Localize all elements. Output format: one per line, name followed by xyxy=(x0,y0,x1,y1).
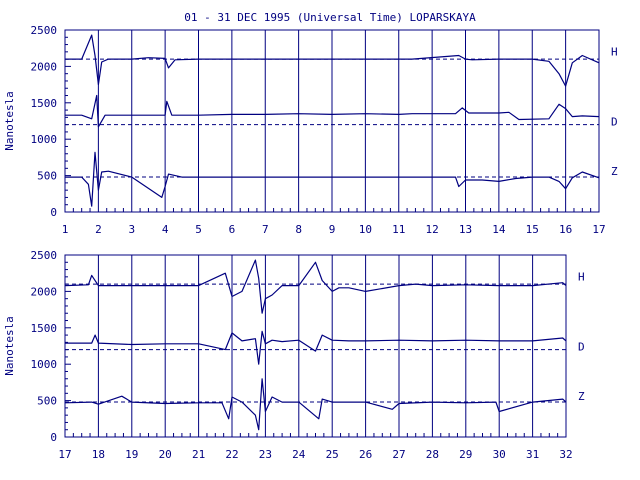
x-tick-label: 17 xyxy=(592,223,605,236)
x-tick-label: 27 xyxy=(392,448,405,461)
x-tick-label: 14 xyxy=(492,223,506,236)
y-tick-label: 500 xyxy=(37,395,57,408)
y-tick-label: 2500 xyxy=(31,24,58,37)
y-axis-label: Nanotesla xyxy=(3,316,16,376)
series-line-h xyxy=(64,259,567,314)
y-tick-label: 2000 xyxy=(31,285,58,298)
series-line-h xyxy=(65,34,600,87)
y-tick-label: 0 xyxy=(50,431,57,444)
y-tick-label: 1000 xyxy=(31,133,58,146)
x-tick-label: 28 xyxy=(426,448,439,461)
x-tick-label: 2 xyxy=(95,223,102,236)
x-tick-label: 6 xyxy=(229,223,236,236)
y-axis-label: Nanotesla xyxy=(3,91,16,151)
x-tick-label: 29 xyxy=(459,448,472,461)
y-tick-label: 500 xyxy=(37,170,57,183)
component-label-z: Z xyxy=(578,390,585,403)
series-line-d xyxy=(65,94,600,128)
x-tick-label: 9 xyxy=(329,223,336,236)
y-tick-label: 2500 xyxy=(31,249,58,262)
series-line-z xyxy=(64,378,567,431)
x-tick-label: 20 xyxy=(159,448,172,461)
y-tick-label: 2000 xyxy=(31,60,58,73)
x-tick-label: 17 xyxy=(58,448,71,461)
x-tick-label: 19 xyxy=(125,448,138,461)
y-tick-label: 1500 xyxy=(31,97,58,110)
x-tick-label: 12 xyxy=(426,223,439,236)
component-label-h: H xyxy=(611,45,618,58)
x-tick-label: 32 xyxy=(559,448,572,461)
x-tick-label: 30 xyxy=(493,448,506,461)
series-line-z xyxy=(65,151,600,207)
y-tick-label: 0 xyxy=(50,206,57,219)
component-label-d: D xyxy=(611,115,618,128)
panel-top: 1 2 3 4 5 6 7 8 9 10 11 12 13 14 15 16 17050010001500200… xyxy=(3,24,618,236)
x-tick-label: 18 xyxy=(92,448,105,461)
x-tick-label: 16 xyxy=(559,223,572,236)
x-tick-label: 25 xyxy=(326,448,339,461)
x-tick-label: 13 xyxy=(459,223,472,236)
plot-frame xyxy=(64,254,567,438)
x-tick-label: 8 xyxy=(295,223,302,236)
x-tick-label: 21 xyxy=(192,448,205,461)
y-tick-label: 1500 xyxy=(31,322,58,335)
x-tick-label: 15 xyxy=(526,223,539,236)
x-tick-label: 26 xyxy=(359,448,372,461)
component-label-h: H xyxy=(578,270,585,283)
component-label-d: D xyxy=(578,340,585,353)
x-tick-label: 3 xyxy=(128,223,135,236)
x-tick-label: 22 xyxy=(225,448,238,461)
x-tick-label: 11 xyxy=(392,223,405,236)
x-tick-label: 31 xyxy=(526,448,539,461)
x-tick-label: 10 xyxy=(359,223,372,236)
x-tick-label: 5 xyxy=(195,223,202,236)
x-tick-label: 23 xyxy=(259,448,272,461)
series-line-d xyxy=(65,330,567,365)
x-tick-label: 1 xyxy=(62,223,69,236)
x-tick-label: 4 xyxy=(162,223,169,236)
component-label-z: Z xyxy=(611,165,618,178)
chart-title: 01 - 31 DEC 1995 (Universal Time) LOPARS… xyxy=(184,11,476,24)
panel-bottom: 17 18 19 20 21 22 23 24 25 26 27 28 29 30 31 32 0 500 1000… xyxy=(3,249,585,461)
y-tick-label: 1000 xyxy=(31,358,58,371)
x-tick-label: 7 xyxy=(262,223,269,236)
x-tick-label: 24 xyxy=(292,448,306,461)
